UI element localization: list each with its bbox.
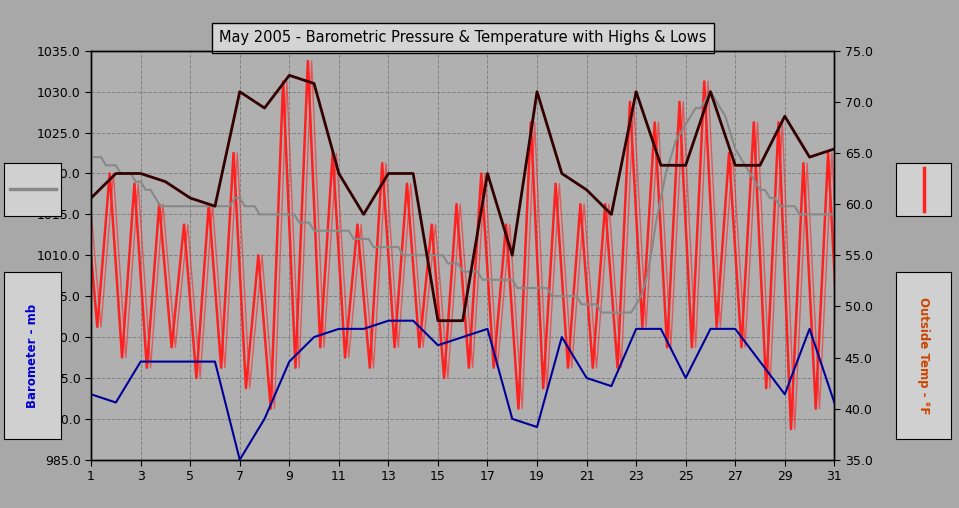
Title: May 2005 - Barometric Pressure & Temperature with Highs & Lows: May 2005 - Barometric Pressure & Tempera…: [219, 30, 707, 46]
Text: Barometer - mb: Barometer - mb: [26, 304, 39, 407]
Text: Outside Temp - °F: Outside Temp - °F: [917, 297, 930, 415]
